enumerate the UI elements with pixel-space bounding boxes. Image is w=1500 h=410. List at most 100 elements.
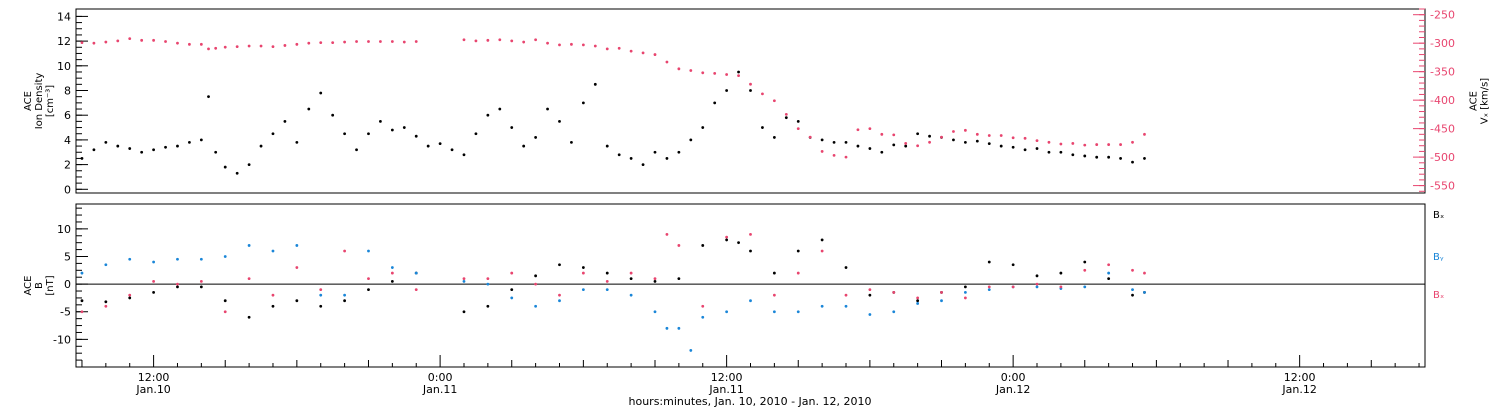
data-point [259,44,263,48]
data-point [987,288,991,292]
data-point [199,138,203,142]
data-point [916,302,920,305]
data-point [1083,154,1087,158]
left-axis: -10 -5 0 5 10 [53,207,88,368]
y2-tick-label: -250 [1430,9,1455,22]
data-point [1059,150,1063,154]
data-point [1095,155,1099,159]
data-point [1107,143,1111,146]
data-point [1119,157,1122,160]
data-point [605,288,609,292]
right-axis: -250 -300 -350 -400 -450 -500 -550 [1413,8,1455,193]
data-point [796,310,800,314]
data-point [796,249,800,253]
data-point [761,126,764,129]
left-axis-title-line: ACE [23,276,34,296]
data-point [414,40,418,43]
data-point [772,99,776,103]
data-point [844,266,848,269]
data-point [176,285,179,289]
x-tick-date: Jan.12 [995,383,1030,396]
y-tick-label: -5 [60,306,71,319]
data-point [462,277,466,280]
data-point [749,299,752,303]
data-point [319,304,323,308]
data-point [725,89,729,92]
data-point [379,119,382,123]
data-point [271,45,275,48]
data-point [1095,143,1099,146]
data-point [128,257,132,261]
data-point [402,126,406,129]
data-point [940,299,943,303]
data-point [534,274,538,278]
data-point [999,144,1003,148]
data-point [199,285,203,289]
data-point [128,296,132,300]
data-point [367,277,370,280]
data-point [653,277,657,280]
y-tick-label: 0 [64,278,71,291]
data-point [247,244,251,247]
legend-item: Bᵧ [1433,252,1444,263]
plot-frame [75,8,1426,194]
data-point [510,288,514,292]
time-axis: 12:00Jan.100:00Jan.1112:00Jan.110:00Jan.… [81,355,1420,408]
data-point [128,293,132,297]
data-point [653,150,657,154]
data-point [999,134,1003,137]
x-tick-time: 0:00 [1001,371,1026,384]
data-point [534,282,538,286]
data-point [928,134,931,138]
series-pink-1 [80,37,1146,159]
data-point [546,41,549,45]
data-point [617,153,621,157]
x-tick-date: Jan.11 [708,383,743,396]
data-point [116,39,120,43]
data-point [868,147,872,150]
y-tick-label: 6 [64,109,71,122]
data-point [1035,147,1039,150]
data-point [689,349,693,352]
data-point [904,142,908,145]
data-point [486,282,490,286]
data-point [307,41,311,45]
data-point [677,277,681,280]
data-point [641,51,645,55]
data-point [987,134,991,137]
data-point [892,291,896,294]
data-point [534,38,538,42]
data-point [140,150,144,154]
data-point [844,293,848,297]
data-point [92,148,96,152]
data-point [1083,268,1087,272]
data-point [462,279,466,283]
y-tick-label: 0 [64,183,71,196]
y-tick-label: 4 [64,134,71,147]
data-point [689,69,693,72]
data-point [152,291,155,294]
data-point [498,107,502,111]
data-point [1059,142,1063,146]
data-point [581,101,585,105]
data-point [713,71,717,75]
data-point [593,44,597,48]
data-point [247,277,251,280]
left-axis-title-line: [nT] [45,275,56,295]
data-point [653,310,657,314]
data-point [104,304,108,308]
data-point [1083,285,1087,289]
data-point [534,304,538,308]
legend-item: Bₓ [1433,210,1444,221]
data-point [510,296,514,300]
data-point [367,132,370,136]
data-point [963,296,967,300]
data-point [271,293,275,297]
data-point [510,271,514,275]
data-point [605,271,609,275]
data-point [414,288,418,292]
data-point [772,271,776,275]
x-tick-time: 12:00 [711,371,743,384]
